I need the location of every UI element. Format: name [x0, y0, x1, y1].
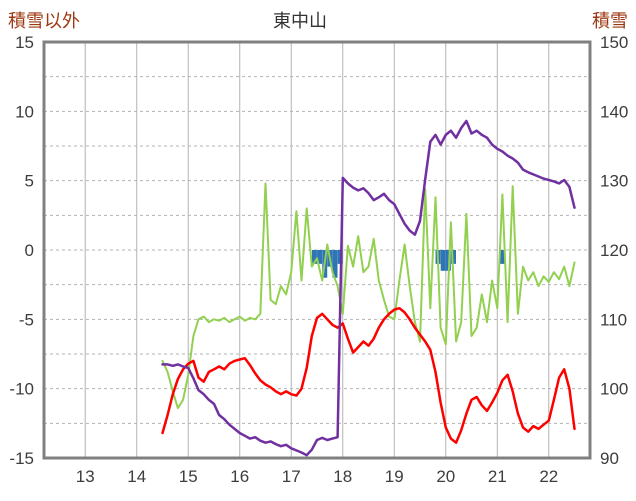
- x-tick-label: 21: [488, 467, 507, 486]
- y-left-tick-label: 0: [25, 241, 34, 260]
- y-left-tick-label: 5: [25, 172, 34, 191]
- blue-bars: [317, 250, 323, 264]
- y-right-tick-label: 110: [600, 310, 627, 329]
- left-axis-title: 積雪以外: [8, 11, 80, 31]
- x-tick-label: 17: [282, 467, 301, 486]
- x-tick-label: 16: [230, 467, 249, 486]
- plot-border: [42, 40, 592, 460]
- x-tick-label: 22: [539, 467, 558, 486]
- y-right-tick-label: 120: [600, 241, 628, 260]
- y-left-tick-label: 15: [15, 33, 34, 52]
- right-axis-title: 積雪: [592, 11, 628, 31]
- y-left-tick-label: -10: [9, 380, 34, 399]
- blue-bars: [440, 250, 446, 271]
- y-right-tick-label: 100: [600, 380, 628, 399]
- x-tick-label: 18: [333, 467, 352, 486]
- green-line: [161, 182, 576, 410]
- purple-line: [161, 119, 576, 457]
- x-tick-label: 15: [179, 467, 198, 486]
- blue-bars: [499, 250, 505, 264]
- y-left-tick-label: 10: [15, 102, 34, 121]
- blue-bars: [451, 250, 456, 264]
- y-right-tick-label: 140: [600, 102, 628, 121]
- y-left-tick-label: -15: [9, 449, 34, 468]
- blue-bars: [332, 250, 338, 278]
- x-tick-label: 13: [76, 467, 95, 486]
- red-line: [161, 306, 576, 444]
- chart-title: 東中山: [273, 11, 327, 31]
- blue-bars: [311, 250, 317, 264]
- y-right-tick-label: 90: [600, 449, 619, 468]
- x-tick-label: 14: [127, 467, 146, 486]
- x-tick-label: 19: [385, 467, 404, 486]
- y-right-tick-label: 130: [600, 172, 628, 191]
- y-left-tick-label: -5: [19, 310, 34, 329]
- y-right-tick-label: 150: [600, 33, 628, 52]
- x-tick-label: 20: [436, 467, 455, 486]
